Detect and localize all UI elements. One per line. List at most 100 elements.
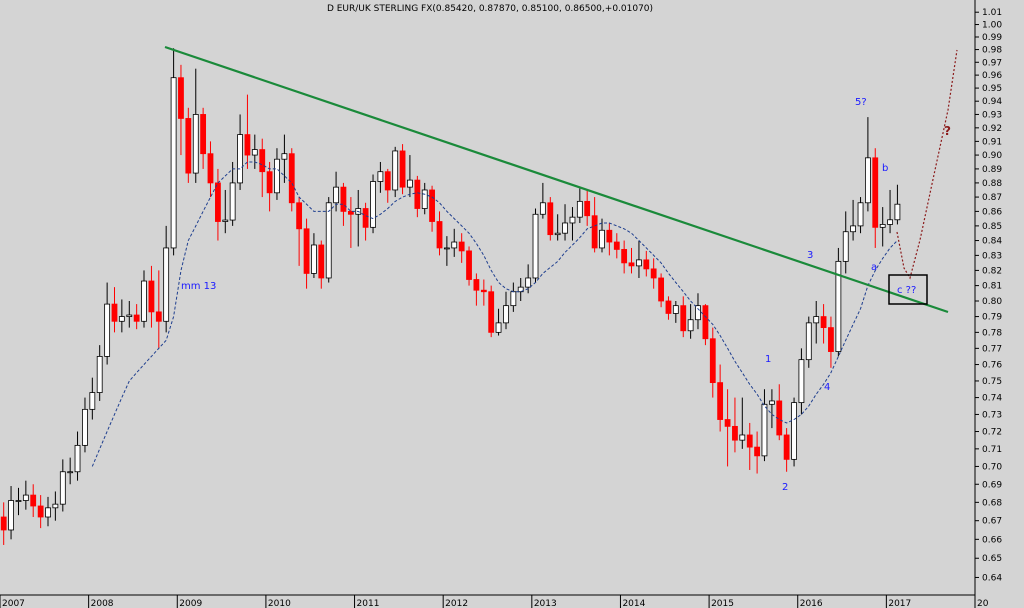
- candle-body: [584, 200, 591, 217]
- candle-body: [576, 200, 583, 218]
- candle-body: [532, 213, 539, 279]
- candle-body: [207, 153, 214, 184]
- candle-body: [421, 189, 428, 209]
- candle-body: [333, 186, 339, 204]
- candle-body: [495, 322, 502, 333]
- candle-body: [126, 314, 133, 317]
- x-tick-label: 2011: [357, 599, 380, 608]
- candle-body: [281, 153, 288, 160]
- candle-body: [732, 425, 738, 441]
- candle-body: [185, 118, 192, 174]
- y-tick-label: 0.99: [982, 33, 1002, 43]
- candle-body: [111, 303, 118, 322]
- candle-body: [636, 259, 642, 267]
- y-tick-label: 0.88: [982, 179, 1002, 189]
- candle-body: [148, 280, 155, 313]
- candle-body: [746, 434, 753, 448]
- candle-body: [488, 291, 495, 333]
- candle-body: [754, 446, 761, 457]
- candle-body: [850, 225, 856, 233]
- candle-body: [104, 303, 111, 357]
- candle-body: [842, 231, 849, 262]
- marks: [0, 48, 901, 545]
- candle-body: [591, 215, 598, 249]
- candle-body: [244, 134, 251, 156]
- annotation: 5?: [855, 97, 867, 108]
- candle-body: [15, 500, 22, 502]
- candle-body: [259, 149, 266, 173]
- candle-body: [798, 359, 805, 404]
- y-tick-label: 0.65: [982, 554, 1002, 564]
- candle-body: [879, 224, 886, 228]
- candle-body: [237, 134, 243, 184]
- x-tick-label: 2007: [2, 599, 25, 608]
- candle-body: [74, 444, 81, 473]
- annotation: 4: [824, 382, 830, 393]
- candle-body: [429, 189, 435, 222]
- y-tick-label: 0.66: [982, 535, 1002, 545]
- annotation: b: [882, 163, 888, 174]
- candle-body: [658, 277, 665, 302]
- candle-body: [828, 327, 834, 352]
- candle-body: [178, 77, 184, 119]
- y-tick-label: 0.69: [982, 480, 1002, 490]
- y-tick-label: 0.92: [982, 124, 1002, 134]
- y-tick-label: 1.00: [982, 21, 1002, 31]
- candle-body: [503, 305, 509, 324]
- candle-body: [118, 316, 125, 322]
- candle-body: [857, 202, 864, 227]
- annotation: 1: [765, 354, 771, 365]
- candle-body: [695, 305, 701, 321]
- y-tick-label: 0.85: [982, 222, 1002, 232]
- y-tick-label: 0.95: [982, 84, 1002, 94]
- annotation: 3: [807, 250, 813, 261]
- moving-average: [91, 161, 898, 467]
- candle-body: [436, 221, 443, 249]
- candle-body: [621, 249, 628, 264]
- candle-body: [562, 222, 568, 234]
- annotation: c ??: [897, 285, 916, 296]
- candle-body: [192, 114, 199, 174]
- y-tick-label: 0.67: [982, 517, 1002, 527]
- y-tick-label: 0.83: [982, 251, 1002, 261]
- candle-body: [783, 434, 790, 460]
- x-tick-label: 2016: [800, 599, 823, 608]
- candle-body: [864, 157, 871, 204]
- candle-body: [407, 179, 413, 188]
- y-tick-label: 0.64: [982, 573, 1002, 583]
- candle-body: [82, 408, 88, 446]
- chart-title: D EUR/UK STERLING FX(0.85420, 0.87870, 0…: [327, 4, 653, 14]
- candle-body: [443, 247, 450, 250]
- y-tick-label: 0.73: [982, 410, 1002, 420]
- candle-body: [311, 244, 317, 274]
- y-tick-label: 0.90: [982, 151, 1002, 161]
- candle-body: [709, 338, 716, 384]
- y-tick-label: 0.82: [982, 266, 1002, 276]
- candle-body: [274, 158, 280, 194]
- candle-body: [155, 311, 162, 322]
- candle-body: [414, 179, 421, 209]
- y-tick-label: 0.93: [982, 110, 1002, 120]
- y-tick-label: 0.71: [982, 445, 1002, 455]
- candle-body: [805, 322, 812, 361]
- y-tick-label: 0.84: [982, 237, 1002, 247]
- candle-body: [761, 403, 768, 457]
- candle-body: [628, 262, 635, 267]
- candle-body: [739, 434, 746, 441]
- candle-body: [510, 291, 517, 307]
- x-tick-label: 20: [977, 599, 989, 608]
- candle-body: [687, 319, 694, 332]
- candle-body: [133, 314, 140, 322]
- candle-body: [325, 202, 332, 279]
- candle-body: [672, 305, 679, 314]
- y-tick-label: 0.80: [982, 297, 1002, 307]
- candle-body: [702, 305, 709, 340]
- x-tick-label: 2015: [711, 599, 734, 608]
- candle-body: [643, 259, 650, 270]
- candle-body: [554, 232, 561, 236]
- y-tick-label: 0.94: [982, 97, 1002, 107]
- y-tick-label: 0.89: [982, 165, 1002, 175]
- candle-body: [384, 171, 391, 191]
- candle-body: [392, 150, 399, 191]
- y-tick-label: 0.70: [982, 462, 1002, 472]
